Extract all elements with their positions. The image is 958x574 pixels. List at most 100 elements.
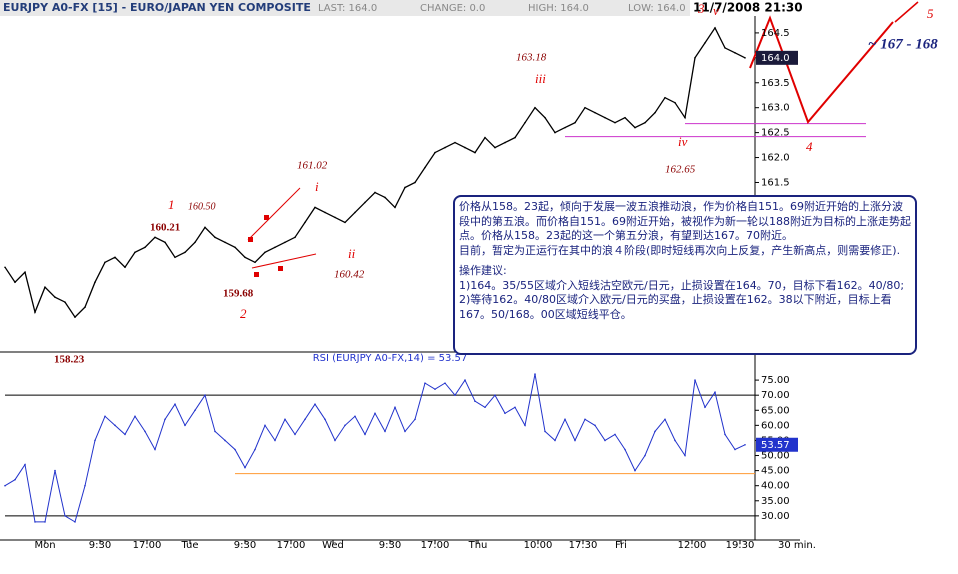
data-point	[594, 424, 596, 427]
pivot-marker	[264, 215, 269, 220]
data-point	[674, 439, 676, 442]
data-point	[14, 478, 16, 481]
data-point	[284, 241, 286, 244]
x-tick-label: Mon	[34, 540, 55, 551]
data-point	[124, 433, 126, 436]
data-point	[454, 141, 456, 144]
commentary-box: 价格从158。23起，倾向于发展一波五浪推动浪，作为价格自151。69附近开始的…	[453, 195, 917, 355]
pivot-marker	[248, 237, 253, 242]
y-tick-label: 163.5	[761, 78, 790, 89]
data-point	[474, 400, 476, 403]
wave-label: 3	[697, 1, 705, 16]
data-point	[684, 116, 686, 119]
data-point	[4, 266, 6, 269]
data-point	[134, 251, 136, 254]
wave-label: i	[315, 179, 319, 194]
x-tick-label: 17:00	[421, 540, 450, 551]
data-point	[714, 391, 716, 393]
data-point	[304, 221, 306, 224]
data-point	[634, 126, 636, 129]
last-value-box	[756, 50, 798, 65]
data-point	[464, 379, 466, 381]
data-point	[24, 463, 26, 466]
price-annotation: 160.21	[150, 222, 180, 234]
series-line	[4, 374, 746, 523]
data-point	[534, 106, 536, 109]
data-point	[24, 271, 26, 274]
data-point	[534, 373, 536, 375]
data-point	[684, 454, 686, 457]
data-point	[244, 466, 246, 469]
data-point	[724, 433, 726, 436]
data-point	[104, 415, 106, 418]
data-point	[484, 406, 486, 409]
data-point	[194, 409, 196, 412]
data-point	[614, 121, 616, 124]
data-point	[424, 382, 426, 384]
data-point	[414, 418, 416, 421]
data-point	[714, 27, 716, 29]
x-tick-label: Wed	[322, 540, 344, 551]
header-field: CHANGE: 0.0	[420, 3, 485, 14]
data-point	[214, 430, 216, 433]
data-point	[14, 281, 16, 283]
price-annotation: 163.18	[516, 52, 547, 64]
data-point	[224, 241, 226, 244]
data-point	[514, 406, 516, 409]
data-point	[204, 394, 206, 396]
data-point	[474, 151, 476, 154]
data-point	[594, 111, 596, 114]
trend-line	[251, 253, 317, 269]
data-point	[124, 266, 126, 269]
data-point	[384, 196, 386, 199]
data-point	[184, 424, 186, 427]
data-point	[144, 246, 146, 249]
rsi-title: RSI (EURJPY A0-FX,14) = 53.57	[313, 353, 468, 364]
data-point	[574, 439, 576, 442]
data-point	[674, 101, 676, 104]
data-point	[184, 251, 186, 254]
x-tick-label: 9:30	[379, 540, 401, 551]
x-tick-label: Thu	[468, 540, 488, 551]
data-point	[584, 418, 586, 421]
x-tick-label: 19:30	[726, 540, 755, 551]
data-point	[154, 236, 156, 239]
data-point	[744, 57, 746, 59]
forecast-arrow	[894, 1, 919, 23]
data-point	[404, 430, 406, 433]
data-point	[644, 454, 646, 457]
data-point	[74, 521, 76, 523]
data-point	[524, 424, 526, 427]
data-point	[634, 469, 636, 472]
y-tick-label: 162.0	[761, 153, 790, 164]
y-tick-label: 161.5	[761, 177, 790, 188]
data-point	[134, 415, 136, 418]
data-point	[204, 226, 206, 229]
data-point	[384, 430, 386, 433]
data-point	[34, 311, 36, 313]
y-tick-label: 70.00	[761, 390, 790, 401]
data-point	[324, 211, 326, 214]
last-value-box	[756, 437, 798, 452]
data-point	[354, 211, 356, 214]
data-point	[344, 424, 346, 427]
data-point	[394, 206, 396, 209]
data-point	[244, 256, 246, 259]
y-tick-label: 50.00	[761, 451, 790, 462]
data-point	[654, 111, 656, 114]
trend-line	[247, 187, 301, 241]
data-point	[264, 424, 266, 427]
last-value-label: 53.57	[761, 440, 790, 451]
data-point	[294, 433, 296, 436]
data-point	[224, 439, 226, 442]
x-tick-label: 10:00	[524, 540, 553, 551]
data-point	[424, 166, 426, 169]
data-point	[84, 484, 86, 487]
data-point	[704, 42, 706, 44]
data-point	[414, 181, 416, 184]
data-point	[734, 448, 736, 451]
data-point	[364, 201, 366, 204]
x-tick-label: 17:30	[569, 540, 598, 551]
data-point	[94, 281, 96, 283]
